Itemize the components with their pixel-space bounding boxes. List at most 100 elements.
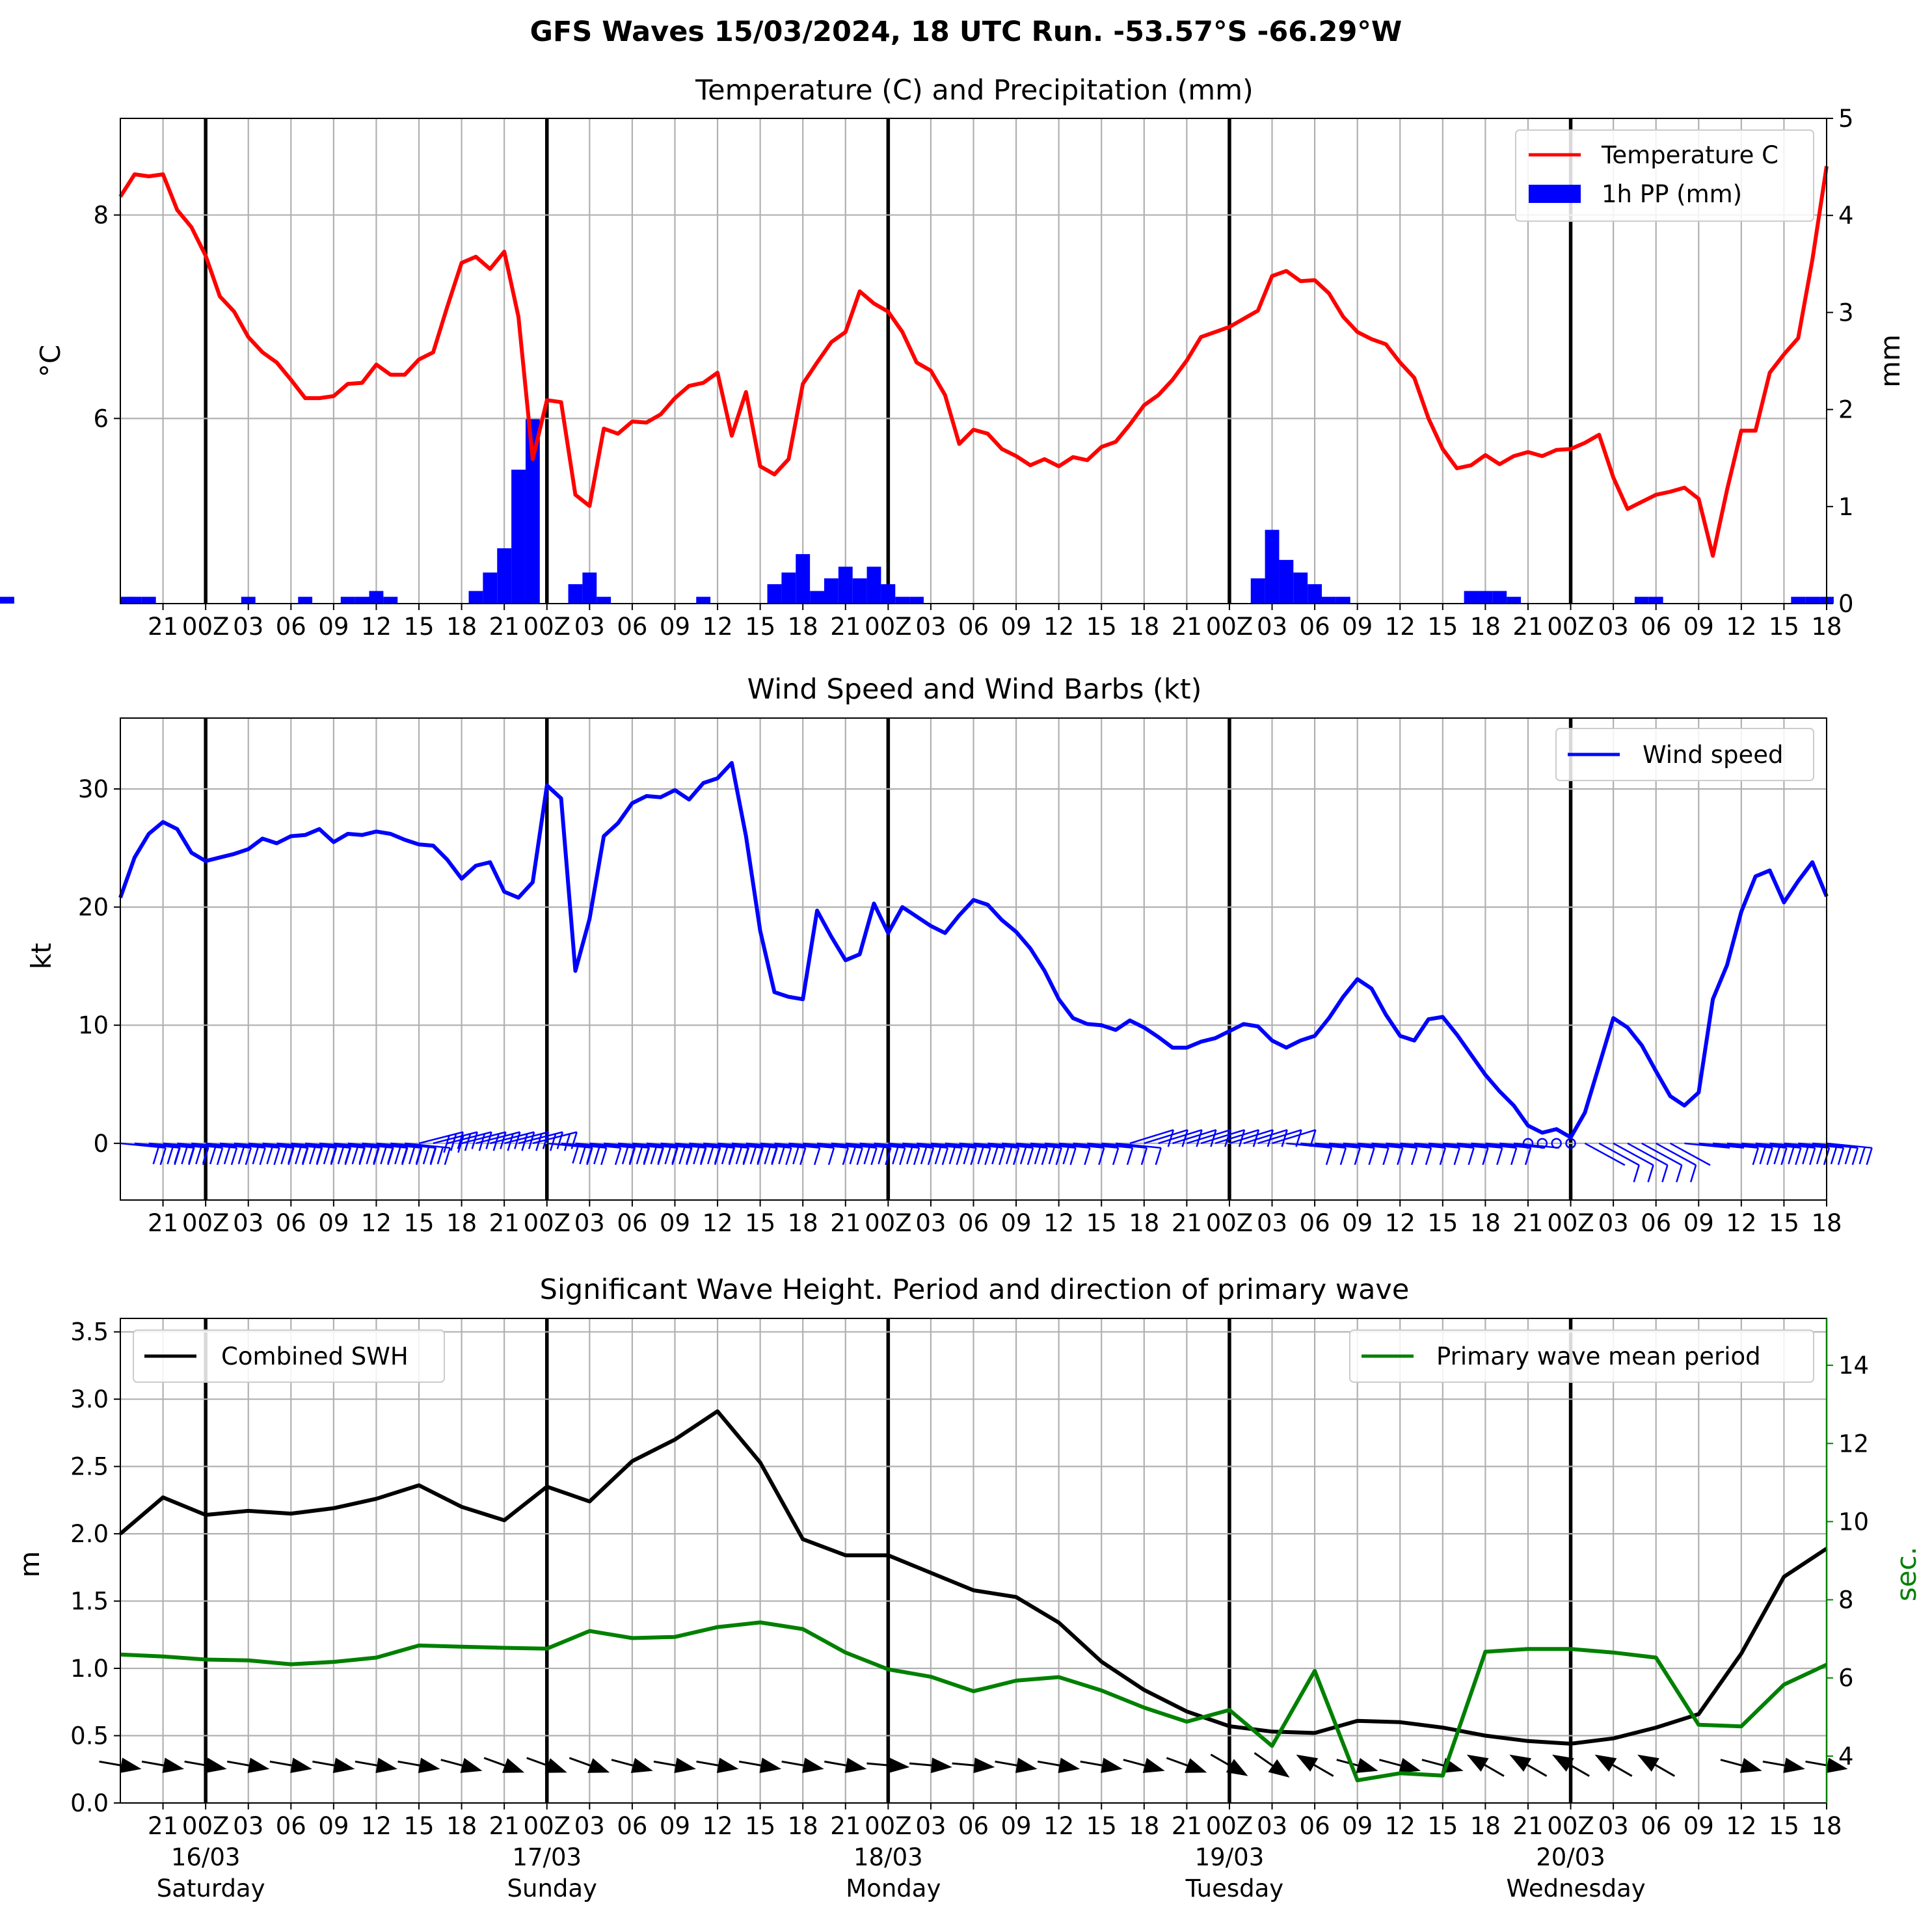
wind-barb-flag <box>1140 1147 1148 1166</box>
x-tick-label: 03 <box>233 613 263 641</box>
x-tick-label: 15 <box>1086 1209 1117 1237</box>
x-tick-label: 09 <box>660 1812 690 1840</box>
x-tick-label: 09 <box>318 1209 349 1237</box>
panel-title-wave: Significant Wave Height. Period and dire… <box>540 1274 1410 1306</box>
wave-direction-arrow <box>1268 1759 1290 1778</box>
y-tick-label-right: 6 <box>1838 1664 1854 1692</box>
wind-barb-flag <box>308 1147 316 1165</box>
precip-bar <box>127 596 142 604</box>
y-tick-label: 2.0 <box>70 1520 109 1548</box>
wind-barb-flag <box>1048 1147 1055 1165</box>
wind-barb-flag <box>1468 1147 1475 1166</box>
wave-direction-arrow <box>1509 1754 1532 1772</box>
x-tick-label: 03 <box>1257 613 1287 641</box>
wind-barb-flag <box>984 1147 991 1166</box>
x-tick-label: 18 <box>1470 613 1501 641</box>
x-tick-label: 06 <box>1641 1812 1671 1840</box>
x-tick-label: 06 <box>1641 1209 1671 1237</box>
wind-barb-flag <box>223 1147 231 1165</box>
wave-direction-arrow <box>1594 1754 1617 1772</box>
legend-box <box>1555 728 1814 781</box>
wind-barb <box>1442 1142 1488 1149</box>
wind-barb-flag <box>252 1147 259 1165</box>
x-tick-label: 21 <box>1172 1209 1202 1237</box>
wind-barb-flag <box>1339 1147 1347 1166</box>
wave-direction-arrow <box>1466 1754 1489 1772</box>
wind-barb-flag <box>237 1147 245 1165</box>
wind-barb-flag <box>337 1147 345 1165</box>
x-tick-label: 21 <box>489 613 520 641</box>
x-tick-label: 18 <box>446 1209 477 1237</box>
wind-barb <box>1513 1142 1559 1149</box>
precip-bar <box>767 584 782 604</box>
wind-barb-flag <box>1482 1147 1489 1166</box>
wind-barb-flag <box>563 1133 571 1151</box>
x-tick-label: 06 <box>1300 1812 1330 1840</box>
wind-barb <box>1471 1142 1517 1149</box>
wind-barb <box>1627 1142 1669 1166</box>
precip-bar <box>298 596 313 604</box>
x-tick-label: 06 <box>617 1209 647 1237</box>
precip-bar <box>1492 591 1507 604</box>
wind-barb <box>1343 1142 1389 1149</box>
y-tick-label: 0.0 <box>70 1789 109 1817</box>
wind-barb-flag <box>963 1147 970 1165</box>
wind-barb-flag <box>1510 1147 1518 1166</box>
figure-title: GFS Waves 15/03/2024, 18 UTC Run. -53.57… <box>530 16 1402 48</box>
wind-barb-flag <box>1661 1165 1669 1182</box>
x-tick-label: 00Z <box>1547 1209 1594 1237</box>
x-tick-label: 00Z <box>865 1812 911 1840</box>
wave-direction-arrow <box>460 1757 483 1773</box>
x-tick-label: 15 <box>1427 1812 1458 1840</box>
wind-barb-flag <box>1155 1147 1162 1166</box>
precip-bar <box>852 578 867 604</box>
x-tick-label: 03 <box>915 1209 946 1237</box>
precip-bar <box>781 572 796 604</box>
wave-direction-arrow <box>802 1757 824 1773</box>
wind-barb-flag <box>927 1147 935 1166</box>
legend-temperature: Temperature C 1h PP (mm) <box>1515 129 1814 222</box>
wind-barb-flag <box>643 1146 650 1164</box>
wind-barb <box>1214 1128 1259 1145</box>
wind-barb-flag <box>323 1147 330 1165</box>
x-tick-label: 18 <box>1811 613 1842 641</box>
x-tick-label: 21 <box>489 1812 520 1840</box>
wave-direction-arrow <box>1783 1757 1805 1773</box>
wind-barb-flag <box>1026 1147 1034 1166</box>
y-tick-label: 30 <box>78 775 109 803</box>
wind-barb-flag <box>593 1147 600 1165</box>
x-tick-label: 00Z <box>1547 1812 1594 1840</box>
wind-barb-flag <box>1382 1147 1389 1166</box>
wind-barb-flag <box>999 1147 1006 1166</box>
wave-direction-arrow <box>205 1757 227 1773</box>
ylabel-period: sec. <box>1890 1547 1922 1601</box>
wind-barb-flag <box>586 1146 593 1164</box>
precip-bar <box>355 596 369 604</box>
wind-barb <box>1058 1142 1105 1149</box>
wind-barb-flag <box>209 1147 217 1165</box>
x-tick-label: 18 <box>788 613 818 641</box>
wind-barb <box>1598 1142 1640 1166</box>
wind-barb <box>1101 1142 1147 1149</box>
wind-barb-flag <box>906 1147 913 1165</box>
wind-barb-flag <box>295 1147 302 1165</box>
precip-bar <box>1308 584 1322 604</box>
wind-barb-flag <box>1062 1147 1069 1165</box>
wind-barb-flag <box>181 1147 188 1165</box>
wind-barb <box>788 1142 835 1149</box>
wind-barb-flag <box>1496 1147 1503 1166</box>
wind-barb-flag <box>1069 1147 1077 1166</box>
x-tick-label: 09 <box>1342 1812 1373 1840</box>
wind-barb <box>1371 1142 1417 1149</box>
wind-barb-flag <box>1034 1147 1041 1165</box>
precip-bar <box>141 596 156 604</box>
wind-barb-flag <box>792 1147 799 1165</box>
wind-barb-flag <box>1439 1147 1447 1166</box>
y-tick-label-right: 14 <box>1838 1352 1869 1380</box>
x-tick-label: 15 <box>1769 613 1799 641</box>
y-tick-label: 0 <box>93 1130 109 1158</box>
x-tick-label: 18 <box>446 1812 477 1840</box>
wind-barb-flag <box>174 1146 181 1164</box>
precip-bar <box>1250 578 1265 604</box>
